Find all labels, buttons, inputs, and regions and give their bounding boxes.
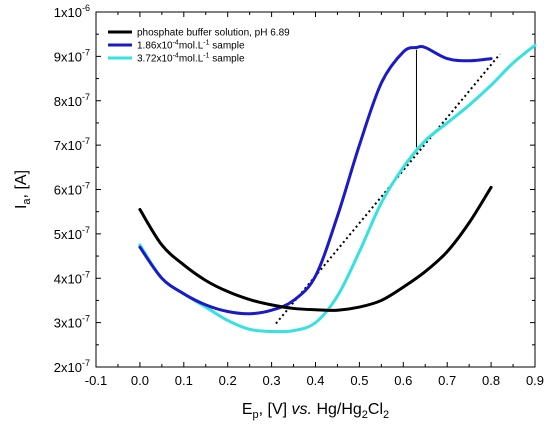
- y-tick-label: 2x10-7: [54, 358, 90, 375]
- y-tick-mantissa: 8x10: [54, 94, 82, 109]
- plot-frame: [95, 11, 536, 368]
- x-tick-label: 0.6: [394, 373, 412, 388]
- y-tick-label: 3x10-7: [54, 314, 90, 331]
- y-tick-label: 7x10-7: [54, 136, 90, 153]
- x-tick-label: -0.1: [85, 373, 107, 388]
- x-tick-label: 0.5: [350, 373, 368, 388]
- y-axis-label-part: I: [13, 205, 30, 209]
- x-axis-label-part: , [V]: [259, 401, 292, 418]
- y-tick-label: 1x10-6: [54, 3, 90, 20]
- legend-label: 3.72x10-4mol.L-1 sample: [137, 53, 245, 65]
- x-axis-label-sub: 2: [362, 409, 368, 421]
- legend-label-sup: -4: [173, 40, 179, 47]
- y-tick-exponent: -7: [82, 47, 90, 57]
- x-tick-label: 0.7: [438, 373, 456, 388]
- x-axis-label-sub: 2: [383, 409, 389, 421]
- y-tick-mantissa: 2x10: [54, 360, 82, 375]
- series-line-2: [138, 43, 537, 334]
- y-tick-exponent: -7: [82, 92, 90, 102]
- y-tick-mantissa: 7x10: [54, 138, 82, 153]
- legend-label-part: 3.72x10: [137, 54, 173, 65]
- x-tick-label: 0.4: [306, 373, 324, 388]
- legend-label-part: mol.L: [179, 41, 204, 52]
- x-axis-label-sub: p: [253, 409, 259, 421]
- y-tick-label: 6x10-7: [54, 181, 90, 198]
- legend-label: 1.86x10-4mol.L-1 sample: [137, 40, 245, 52]
- legend-label-sup: -1: [203, 53, 209, 60]
- y-tick-exponent: -7: [82, 358, 90, 368]
- y-tick-mantissa: 6x10: [54, 183, 82, 198]
- y-tick-exponent: -7: [82, 225, 90, 235]
- y-tick-mantissa: 5x10: [54, 227, 82, 242]
- x-tick-label: 0.3: [263, 373, 281, 388]
- y-tick-label: 4x10-7: [54, 269, 90, 286]
- x-tick-label: 0.8: [482, 373, 500, 388]
- y-tick-exponent: -6: [82, 3, 90, 13]
- legend-label: phosphate buffer solution, pH 6.89: [137, 28, 290, 39]
- y-tick-mantissa: 9x10: [54, 49, 82, 64]
- y-tick-mantissa: 3x10: [54, 316, 82, 331]
- x-tick-label: 0.1: [175, 373, 193, 388]
- x-axis-label-italic: vs.: [292, 401, 312, 418]
- y-tick-label: 8x10-7: [54, 92, 90, 109]
- x-axis-label-part: Hg/Hg: [312, 401, 362, 418]
- y-tick-label: 9x10-7: [54, 47, 90, 64]
- x-tick-label: 0.0: [131, 373, 149, 388]
- y-axis-label-sub: a: [21, 198, 33, 205]
- y-tick-exponent: -7: [82, 181, 90, 191]
- x-axis-label: Ep, [V] vs. Hg/Hg2Cl2: [242, 401, 389, 421]
- y-tick-exponent: -7: [82, 314, 90, 324]
- legend-label-part: sample: [210, 54, 245, 65]
- x-axis-label-part: Cl: [368, 401, 383, 418]
- legend-label-part: phosphate buffer solution, pH 6.89: [137, 28, 290, 39]
- y-tick-mantissa: 1x10: [54, 5, 82, 20]
- y-tick-exponent: -7: [82, 136, 90, 146]
- legend-label-part: mol.L: [179, 54, 204, 65]
- y-tick-mantissa: 4x10: [54, 271, 82, 286]
- legend-label-sup: -1: [203, 40, 209, 47]
- y-axis-label-part: , [A]: [13, 170, 30, 198]
- legend-label-part: 1.86x10: [137, 41, 173, 52]
- x-tick-label: 0.9: [526, 373, 544, 388]
- x-axis-label-part: E: [242, 401, 253, 418]
- series-line-1: [138, 44, 493, 316]
- legend-label-part: sample: [210, 41, 245, 52]
- y-tick-exponent: -7: [82, 269, 90, 279]
- y-axis-label: Ia, [A]: [13, 170, 33, 209]
- legend-label-sup: -4: [173, 53, 179, 60]
- legend: phosphate buffer solution, pH 6.891.86x1…: [108, 28, 290, 65]
- y-tick-label: 5x10-7: [54, 225, 90, 242]
- x-tick-label: 0.2: [219, 373, 237, 388]
- series-line-0: [138, 185, 493, 312]
